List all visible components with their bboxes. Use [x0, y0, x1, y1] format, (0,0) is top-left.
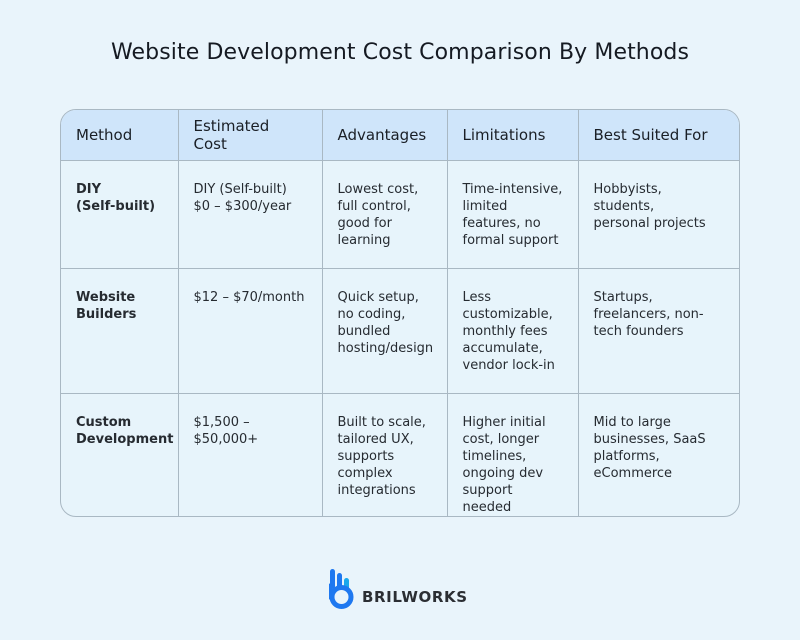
- method-cell: Custom Development: [61, 393, 179, 516]
- method-cell: DIY (Self-built): [61, 160, 179, 269]
- method-cell: Website Builders: [61, 268, 179, 394]
- comparison-table: Method Estimated Cost Advantages Limitat…: [60, 109, 740, 517]
- page-title: Website Development Cost Comparison By M…: [110, 40, 690, 65]
- advantages-cell: Quick setup, no coding, bundled hosting/…: [322, 268, 448, 394]
- header-method: Method: [61, 110, 179, 161]
- limitations-cell: Higher initial cost, longer timelines, o…: [447, 393, 579, 516]
- table-row: Website Builders $12 – $70/month Quick s…: [61, 268, 739, 394]
- header-limitations: Limitations: [447, 110, 579, 161]
- advantages-cell: Lowest cost, full control, good for lear…: [322, 160, 448, 269]
- cost-cell: $12 – $70/month: [178, 268, 323, 394]
- header-advantages: Advantages: [322, 110, 448, 161]
- advantages-cell: Built to scale, tailored UX, supports co…: [322, 393, 448, 516]
- header-best-suited-for: Best Suited For: [578, 110, 739, 161]
- cost-cell: $1,500 – $50,000+: [178, 393, 323, 516]
- header-estimated-cost: Estimated Cost: [178, 110, 323, 161]
- cost-cell: DIY (Self-built) $0 – $300/year: [178, 160, 323, 269]
- best-suited-for-cell: Mid to large businesses, SaaS platforms,…: [593, 414, 706, 481]
- table-row: Custom Development $1,500 – $50,000+ Bui…: [61, 393, 739, 516]
- limitations-cell: Time-intensive, limited features, no for…: [447, 160, 579, 269]
- brilworks-logo: BRILWORKS: [329, 568, 479, 612]
- best-suited-for-cell: Startups, freelancers, non- tech founder…: [578, 268, 739, 394]
- table-header-row: Method Estimated Cost Advantages Limitat…: [61, 110, 739, 161]
- limitations-cell: Less customizable, monthly fees accumula…: [447, 268, 579, 394]
- brilworks-logo-icon: [329, 569, 354, 609]
- logo-wordmark: BRILWORKS: [362, 588, 468, 606]
- table-row: DIY (Self-built) DIY (Self-built) $0 – $…: [61, 160, 739, 269]
- best-suited-for-cell: Hobbyists, students, personal projects: [578, 160, 739, 269]
